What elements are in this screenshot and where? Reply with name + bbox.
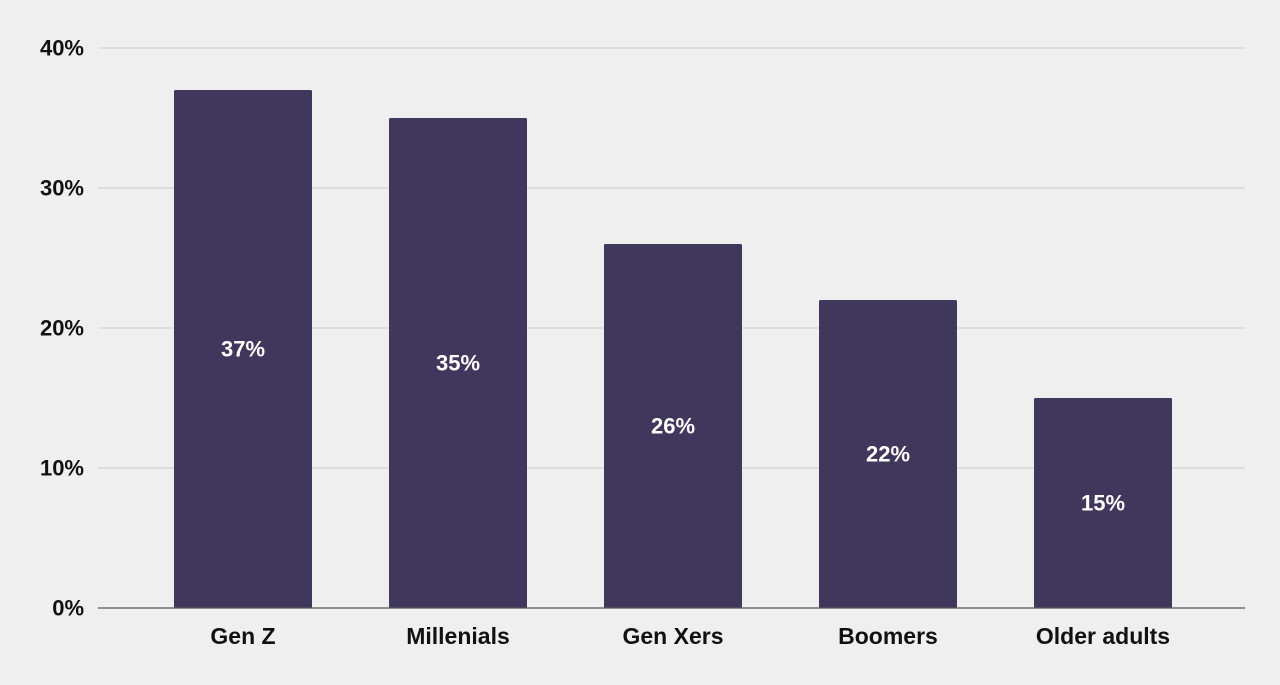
y-axis-tick-labels: 0% 10% 20% 30% 40% [40, 36, 84, 621]
data-label: 37% [221, 337, 265, 362]
x-axis-category-labels: Gen Z Millenials Gen Xers Boomers Older adul… [210, 623, 1170, 649]
x-category-label: Gen Xers [623, 623, 724, 649]
data-label: 22% [866, 442, 910, 467]
bar [174, 90, 312, 608]
y-tick-label: 10% [40, 456, 84, 481]
data-label: 26% [651, 414, 695, 439]
x-category-label: Millenials [406, 623, 510, 649]
bar [1034, 398, 1172, 608]
bars [174, 90, 1172, 608]
data-label: 35% [436, 351, 480, 376]
y-tick-label: 40% [40, 36, 84, 61]
bar [389, 118, 527, 608]
bar [604, 244, 742, 608]
y-tick-label: 30% [40, 176, 84, 201]
x-category-label: Gen Z [210, 623, 275, 649]
x-category-label: Older adults [1036, 623, 1170, 649]
data-labels: 37% 35% 26% 22% 15% [221, 337, 1125, 516]
data-label: 15% [1081, 491, 1125, 516]
bar [819, 300, 957, 608]
y-tick-label: 0% [52, 596, 84, 621]
y-tick-label: 20% [40, 316, 84, 341]
x-category-label: Boomers [838, 623, 938, 649]
